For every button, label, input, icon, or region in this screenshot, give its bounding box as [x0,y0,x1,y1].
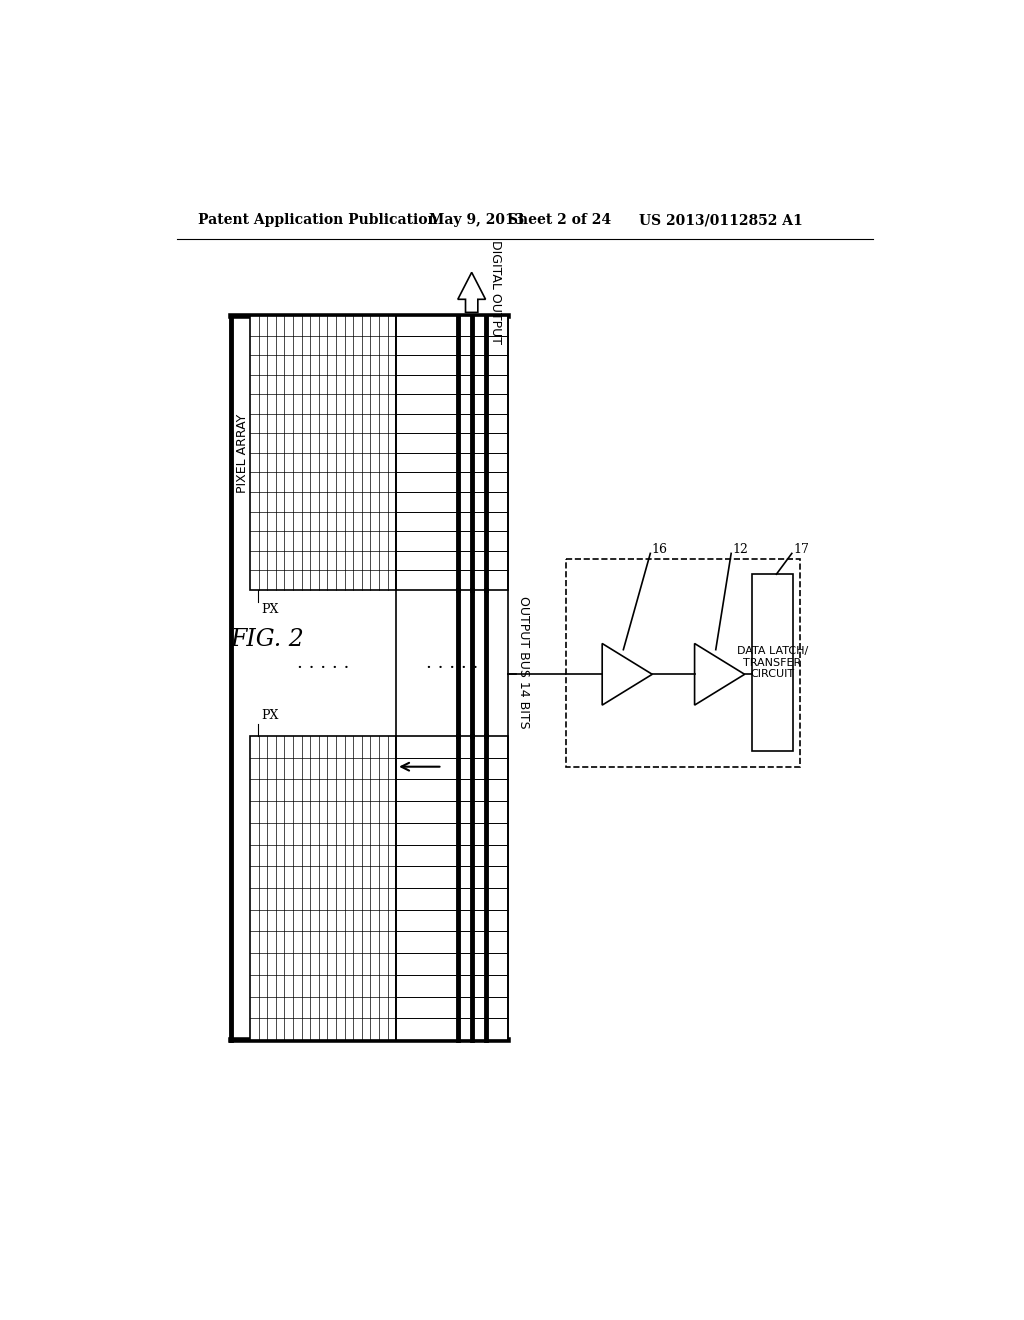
Bar [396,317,508,590]
Text: . . . . .: . . . . . [426,653,478,672]
Text: 12: 12 [733,543,749,556]
Text: Patent Application Publication: Patent Application Publication [199,213,438,227]
Text: DIGITAL OUTPUT: DIGITAL OUTPUT [488,240,502,345]
Bar [250,737,396,1040]
Text: PX: PX [261,709,279,722]
Text: PGA: PGA [614,713,640,726]
Text: May 9, 2013: May 9, 2013 [429,213,524,227]
Text: FIG. 2: FIG. 2 [230,628,304,651]
Text: PIXEL ARRAY: PIXEL ARRAY [236,413,249,492]
Bar [250,317,396,590]
Text: DATA LATCH/
TRANSFER
CIRCUIT: DATA LATCH/ TRANSFER CIRCUIT [737,647,808,680]
Text: . . . . .: . . . . . [297,653,349,672]
Text: Sheet 2 of 24: Sheet 2 of 24 [508,213,611,227]
Text: PX: PX [261,603,279,616]
Text: 17: 17 [794,543,809,556]
Text: OUTPUT BUS 14 BITS: OUTPUT BUS 14 BITS [517,597,530,729]
Bar [565,558,801,767]
Text: 16: 16 [652,543,668,556]
Bar [753,574,793,751]
Text: ADC: ADC [707,713,733,726]
Bar [396,737,508,1040]
Text: US 2013/0112852 A1: US 2013/0112852 A1 [639,213,803,227]
